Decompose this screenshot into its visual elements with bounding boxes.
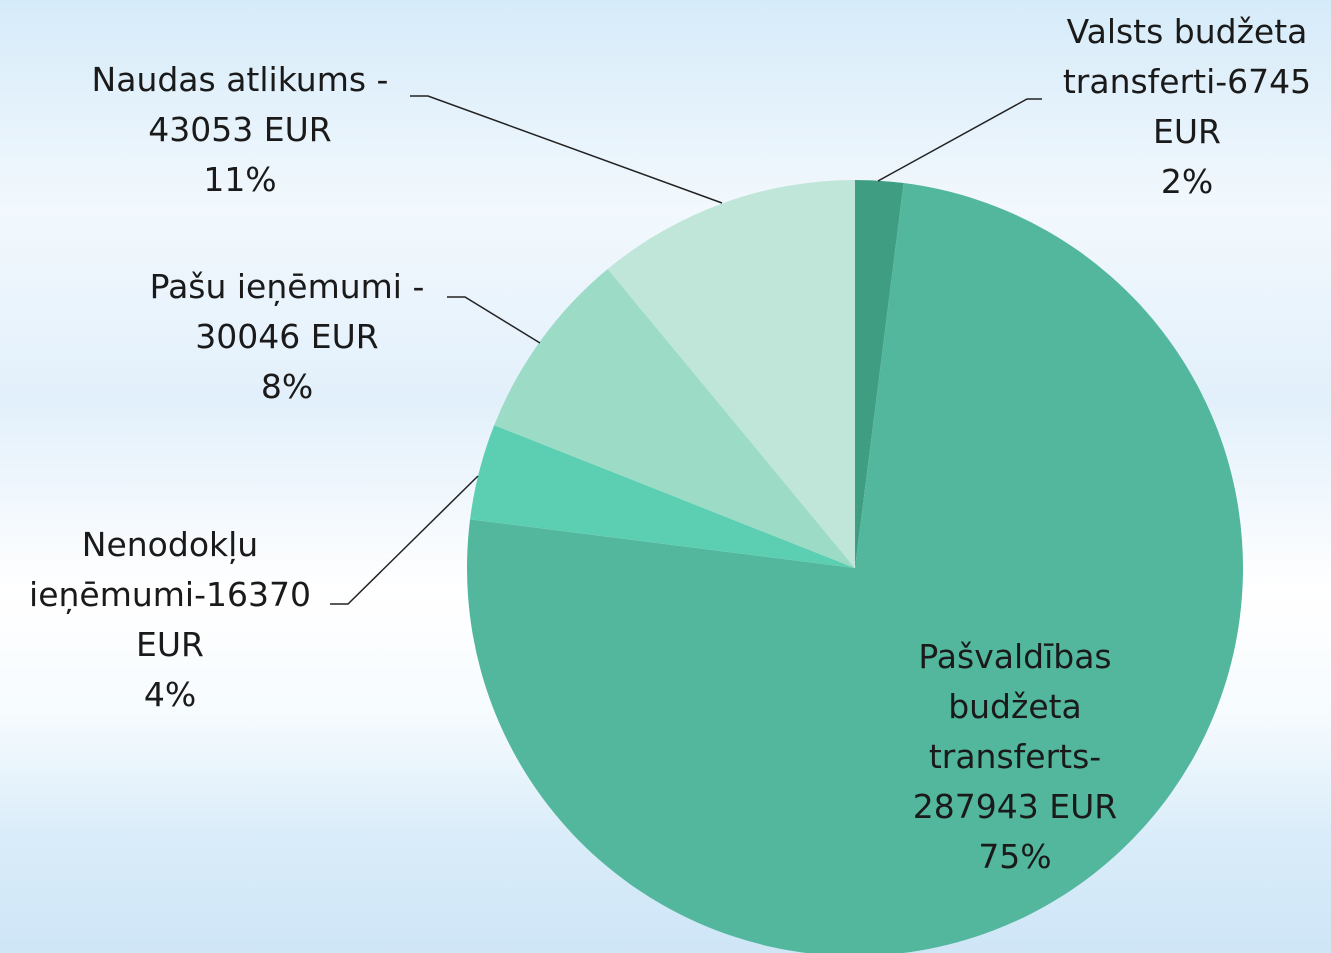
pie [467, 180, 1243, 953]
slice [470, 425, 855, 568]
slice [855, 180, 904, 568]
category-label: Nenodokļu ieņēmumi-16370 EUR [29, 525, 311, 664]
slice-label: Nenodokļu ieņēmumi-16370 EUR 4% [29, 520, 311, 720]
value-label: 75% [978, 837, 1052, 876]
leader-line [877, 98, 1042, 182]
category-label: Valsts budžeta transferti-6745 EUR [1062, 12, 1312, 151]
slice-label: Pašvaldības budžeta transferts- 287943 E… [913, 632, 1117, 882]
leader-line [410, 95, 723, 204]
slice-label: Valsts budžeta transferti-6745 EUR 2% [1063, 7, 1311, 207]
value-label: 4% [143, 675, 197, 714]
value-label: 8% [260, 367, 314, 406]
slice-label: Naudas atlikums - 43053 EUR 11% [92, 55, 389, 205]
leader-line [330, 475, 479, 605]
leader-line [447, 296, 541, 344]
category-label: Naudas atlikums - 43053 EUR [91, 60, 389, 149]
slice-label: Pašu ieņēmumi - 30046 EUR 8% [150, 262, 425, 412]
value-label: 2% [1160, 162, 1214, 201]
slice [467, 183, 1243, 953]
slice [607, 180, 855, 568]
category-label: Pašu ieņēmumi - 30046 EUR [149, 267, 425, 356]
leader-lines [330, 95, 1042, 605]
slice [494, 269, 855, 568]
value-label: 11% [203, 160, 277, 199]
category-label: Pašvaldības budžeta transferts- 287943 E… [912, 637, 1118, 826]
